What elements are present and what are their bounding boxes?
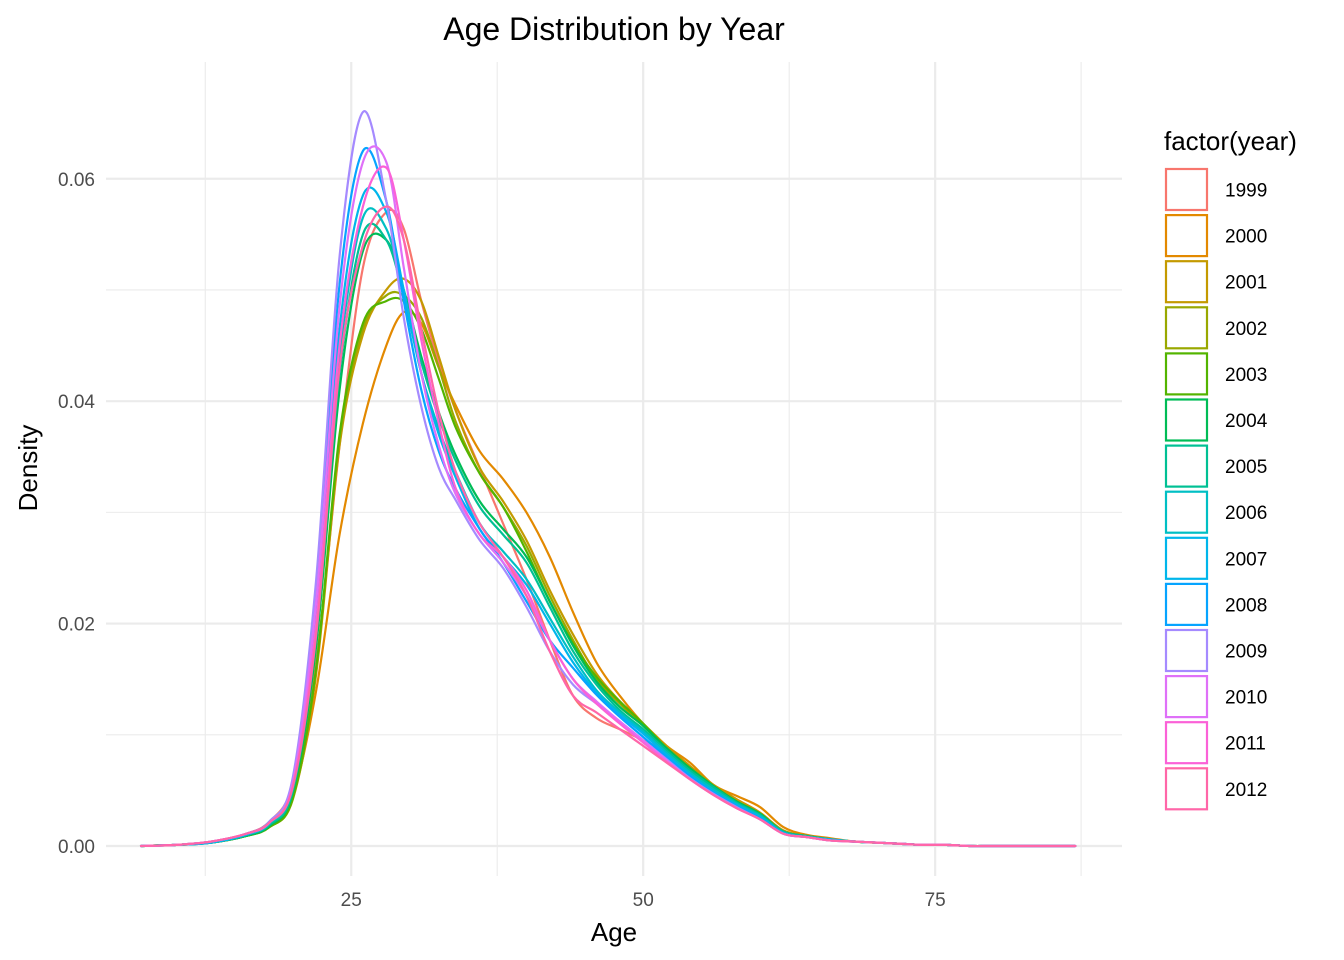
y-tick-label: 0.06 [58, 170, 95, 191]
x-tick-label: 75 [925, 890, 946, 911]
legend-key [1164, 352, 1209, 396]
legend-label: 2006 [1225, 503, 1267, 524]
legend-label: 2005 [1225, 457, 1267, 478]
legend-item-1999: 1999 [1164, 167, 1267, 212]
legend-item-2004: 2004 [1164, 398, 1268, 442]
legend: factor(year) 1999 2000 2001 2002 2003 2004 200… [1164, 126, 1297, 811]
legend-key [1164, 582, 1209, 627]
legend-item-2008: 2008 [1164, 582, 1267, 627]
legend-item-2012: 2012 [1164, 767, 1267, 811]
legend-label: 2007 [1225, 549, 1267, 570]
legend-key [1164, 214, 1209, 258]
legend-item-2000: 2000 [1164, 214, 1267, 258]
y-tick-label: 0.00 [58, 837, 95, 858]
chart-title: Age Distribution by Year [443, 11, 785, 47]
legend-label: 2002 [1225, 319, 1267, 340]
legend-item-2010: 2010 [1164, 674, 1267, 719]
legend-label: 2009 [1225, 642, 1267, 663]
legend-key [1164, 306, 1209, 350]
legend-items: 1999 2000 2001 2002 2003 2004 2005 2006 2007 2008… [1164, 167, 1268, 811]
legend-title: factor(year) [1164, 126, 1297, 156]
legend-label: 1999 [1225, 181, 1267, 202]
legend-key [1164, 398, 1209, 442]
series-line-2012 [139, 205, 1077, 848]
legend-item-2006: 2006 [1164, 490, 1267, 534]
legend-item-2009: 2009 [1164, 628, 1267, 673]
legend-key [1164, 536, 1209, 580]
legend-key [1164, 674, 1209, 719]
legend-item-2007: 2007 [1164, 536, 1267, 580]
legend-key [1164, 490, 1209, 534]
x-axis-title: Age [591, 917, 637, 947]
legend-item-2011: 2011 [1164, 721, 1266, 765]
legend-label: 2010 [1225, 688, 1267, 709]
legend-key [1164, 260, 1209, 304]
legend-key [1164, 167, 1209, 212]
series-lines [139, 110, 1077, 848]
y-tick-label: 0.04 [58, 392, 95, 413]
legend-item-2001: 2001 [1164, 260, 1267, 304]
legend-label: 2012 [1225, 780, 1267, 801]
grid [106, 62, 1122, 876]
y-tick-label: 0.02 [58, 615, 95, 636]
x-tick-label: 50 [633, 890, 654, 911]
legend-key [1164, 767, 1209, 811]
y-axis-title: Density [13, 425, 43, 512]
legend-item-2005: 2005 [1164, 444, 1267, 488]
x-axis-ticks: 25 50 75 [341, 890, 946, 911]
legend-key [1164, 628, 1209, 673]
legend-label: 2000 [1225, 227, 1267, 248]
y-axis-ticks: 0.00 0.02 0.04 0.06 [58, 170, 95, 858]
legend-label: 2008 [1225, 595, 1267, 616]
legend-label: 2011 [1225, 734, 1266, 755]
legend-item-2003: 2003 [1164, 352, 1267, 396]
legend-item-2002: 2002 [1164, 306, 1267, 350]
legend-label: 2001 [1225, 273, 1267, 294]
legend-label: 2003 [1225, 365, 1267, 386]
legend-key [1164, 721, 1209, 765]
legend-label: 2004 [1225, 411, 1268, 432]
legend-key [1164, 444, 1209, 488]
x-tick-label: 25 [341, 890, 362, 911]
